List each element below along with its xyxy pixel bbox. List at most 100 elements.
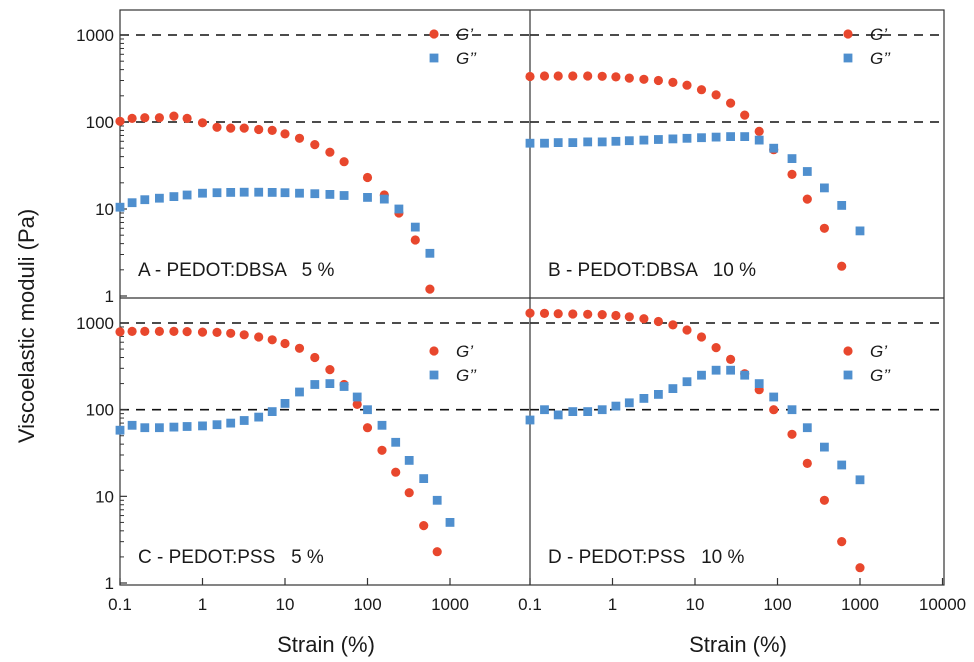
- x-axis-title-left: Strain (%): [277, 632, 375, 657]
- g-double-prime-point: [363, 405, 372, 415]
- g-double-prime-point: [654, 390, 663, 399]
- g-double-prime-point: [239, 187, 249, 197]
- g-prime-point: [837, 537, 847, 547]
- g-double-prime-point: [254, 412, 264, 422]
- g-prime-point: [525, 71, 535, 82]
- g-prime-point: [140, 113, 150, 123]
- g-prime-point: [711, 343, 721, 353]
- legend-g-prime-label: G’: [456, 342, 473, 361]
- g-prime-point: [404, 488, 414, 498]
- legend-g-double-prime-label: G’’: [456, 366, 476, 385]
- g-double-prime-point: [668, 384, 678, 393]
- legend-g-prime-label: G’: [870, 25, 887, 44]
- g-double-prime-point: [639, 394, 649, 403]
- g-double-prime-point: [295, 188, 304, 198]
- g-double-prime-point: [198, 421, 207, 431]
- g-prime-point: [819, 223, 830, 233]
- legend-g-prime-label: G’: [456, 25, 473, 44]
- g-prime-point: [325, 365, 335, 375]
- g-prime-point: [226, 328, 236, 338]
- g-double-prime-point: [325, 379, 335, 388]
- g-double-prime-point: [654, 135, 663, 144]
- g-prime-point: [154, 113, 164, 123]
- g-double-prime-point: [226, 188, 236, 197]
- g-double-prime-point: [597, 137, 607, 147]
- g-double-prime-point: [624, 136, 634, 146]
- g-prime-point: [294, 343, 305, 353]
- g-prime-point: [653, 316, 664, 327]
- g-prime-point: [212, 122, 222, 132]
- g-prime-point: [583, 309, 593, 319]
- g-prime-point: [726, 354, 736, 364]
- g-prime-point: [254, 332, 264, 342]
- g-double-prime-point: [597, 405, 607, 415]
- g-prime-point: [267, 335, 277, 345]
- g-prime-point: [377, 445, 387, 455]
- panel-label: D - PEDOT:PSS 10 %: [548, 547, 744, 568]
- g-double-prime-point: [182, 190, 192, 200]
- g-prime-point: [696, 85, 707, 95]
- y-tick-label: 1: [105, 287, 114, 306]
- g-prime-point: [855, 563, 865, 573]
- g-prime-point: [294, 133, 305, 143]
- panel-labels: A - PEDOT:DBSA 5 % B - PEDOT:DBSA 10 % C -…: [138, 260, 756, 568]
- x-tick-label-left: 1: [198, 595, 207, 614]
- g-prime-point: [362, 172, 373, 183]
- panel-label: A - PEDOT:DBSA 5 %: [138, 260, 335, 281]
- g-double-prime-point: [726, 132, 735, 141]
- x-tick-label-right: 1000: [841, 595, 879, 614]
- x-tick-label-right-start: 0.1: [518, 595, 542, 614]
- g-prime-point: [197, 327, 208, 337]
- g-prime-point: [310, 352, 320, 363]
- g-double-prime-point: [115, 202, 125, 212]
- g-double-prime-point: [280, 188, 290, 198]
- g-double-prime-point: [254, 187, 264, 197]
- g-prime-point: [754, 126, 764, 136]
- g-double-prime-point: [169, 422, 179, 432]
- g-double-prime-point: [540, 405, 549, 415]
- x-tick-label-right: 100: [763, 595, 791, 614]
- g-double-prime-point: [697, 133, 706, 143]
- g-double-prime-point: [525, 138, 535, 148]
- g-prime-point: [391, 467, 401, 477]
- g-prime-point: [711, 90, 721, 100]
- g-double-prime-point: [419, 474, 429, 483]
- g-prime-point: [127, 326, 137, 336]
- g-prime-point: [837, 261, 847, 271]
- tick-labels: 1 10 100 1000 1 10 100 1000 0.1 1 10 100 1000 1 10 100 1…: [76, 26, 966, 614]
- g-double-prime-point: [568, 138, 578, 147]
- panel-label: C - PEDOT:PSS 5 %: [138, 547, 324, 568]
- g-double-prime-point: [802, 423, 812, 433]
- g-double-prime-point: [540, 138, 549, 148]
- g-double-prime-point: [155, 193, 164, 203]
- g-prime-point: [362, 423, 373, 433]
- g-double-prime-point: [198, 188, 207, 198]
- g-prime-point: [352, 399, 362, 409]
- g-double-prime-point: [182, 422, 192, 431]
- g-double-prime-point: [639, 135, 649, 145]
- g-double-prime-point: [855, 475, 865, 485]
- g-prime-point: [769, 405, 779, 415]
- g-prime-point: [802, 194, 812, 204]
- g-prime-point: [339, 157, 349, 167]
- g-prime-point: [611, 310, 621, 321]
- g-double-prime-point: [212, 188, 222, 198]
- g-prime-point: [239, 123, 249, 133]
- g-double-prime-point: [787, 405, 797, 415]
- g-prime-point: [819, 495, 830, 505]
- g-double-prime-point: [310, 189, 320, 199]
- legend-g-double-prime-marker: [429, 53, 439, 63]
- g-prime-point: [597, 71, 607, 81]
- g-prime-point: [787, 429, 797, 439]
- g-double-prime-point: [363, 193, 372, 202]
- g-prime-point: [432, 547, 442, 557]
- g-prime-point: [553, 71, 563, 81]
- g-prime-point: [197, 118, 208, 128]
- g-double-prime-point: [553, 138, 563, 147]
- g-prime-point: [568, 71, 578, 81]
- g-double-prime-point: [754, 135, 764, 145]
- g-prime-point: [140, 326, 150, 336]
- g-double-prime-point: [682, 133, 692, 143]
- g-double-prime-point: [140, 423, 150, 433]
- g-prime-point: [696, 332, 707, 342]
